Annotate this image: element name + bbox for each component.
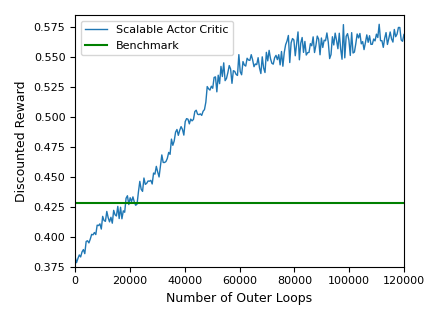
Y-axis label: Discounted Reward: Discounted Reward — [15, 80, 28, 202]
Scalable Actor Critic — [73, 255, 78, 259]
Scalable Actor Critic — [88, 237, 93, 241]
Scalable Actor Critic — [401, 33, 407, 36]
X-axis label: Number of Outer Loops: Number of Outer Loops — [166, 292, 312, 305]
Line: Scalable Actor Critic: Scalable Actor Critic — [75, 24, 404, 263]
Scalable Actor Critic — [96, 224, 101, 228]
Benchmark — [73, 201, 78, 204]
Scalable Actor Critic — [291, 38, 297, 42]
Scalable Actor Critic — [74, 261, 79, 265]
Benchmark — [73, 201, 78, 204]
Scalable Actor Critic — [377, 22, 382, 26]
Scalable Actor Critic — [381, 45, 386, 49]
Scalable Actor Critic — [185, 117, 191, 121]
Legend: Scalable Actor Critic, Benchmark: Scalable Actor Critic, Benchmark — [81, 20, 233, 55]
Scalable Actor Critic — [126, 203, 132, 206]
